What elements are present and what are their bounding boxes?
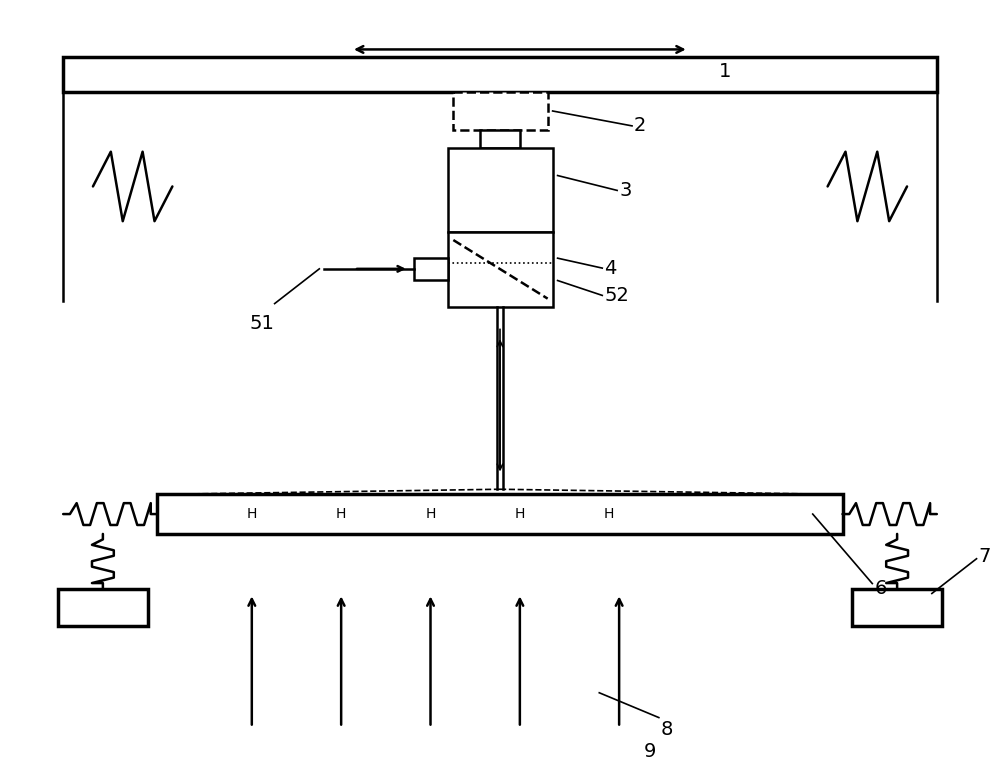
Bar [453,92,548,130]
Text: H: H [604,507,614,521]
Text: H: H [515,507,525,521]
Text: 8: 8 [661,720,673,738]
Text: 2: 2 [634,116,646,136]
Text: 4: 4 [604,259,617,278]
Bar [414,258,448,280]
Text: H: H [336,507,346,521]
Text: H: H [247,507,257,521]
Text: 9: 9 [644,742,656,762]
Bar [480,130,520,148]
Bar [63,58,937,92]
Text: 52: 52 [604,286,629,305]
Bar [448,148,553,232]
Text: 7: 7 [979,547,991,566]
Text: H: H [425,507,436,521]
Text: 3: 3 [619,181,632,200]
Text: 1: 1 [718,62,731,82]
Text: 51: 51 [250,314,275,333]
Text: 6: 6 [874,579,887,598]
Bar [448,232,553,306]
Bar [157,494,843,534]
Bar [852,588,942,626]
Bar [58,588,148,626]
